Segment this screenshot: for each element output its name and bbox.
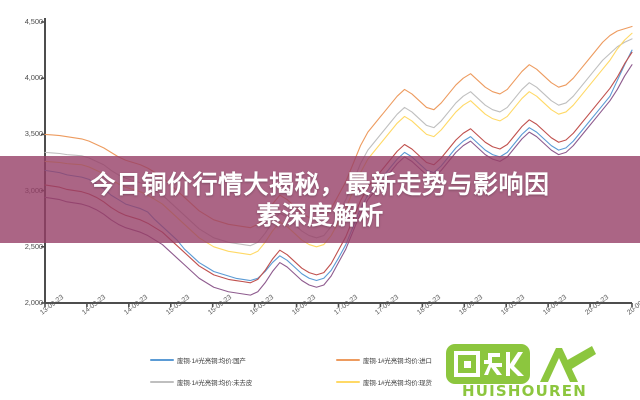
legend-label: 废铜·1#光亮铜:均价:国产	[177, 358, 246, 365]
legend-label: 废铜·1#光亮铜:均价:未去皮	[177, 380, 253, 387]
title-banner: 今日铜价行情大揭秘，最新走势与影响因 素深度解析	[0, 156, 640, 243]
recycle-logo-icon	[446, 344, 596, 384]
legend-item[interactable]: 废铜·1#光亮铜:均价:进口	[336, 352, 432, 368]
y-axis-tick-label: 2,500	[24, 241, 43, 251]
y-axis-tick-label: 2,000	[24, 298, 43, 307]
y-axis-tick-label: 3,500	[24, 129, 43, 139]
legend-label: 废铜·1#光亮铜:均价:进口	[363, 358, 432, 365]
y-axis-tick-label: 4,500	[24, 17, 43, 26]
y-axis-tick-label: 4,000	[24, 73, 43, 83]
banner-title-line-1: 今日铜价行情大揭秘，最新走势与影响因	[90, 169, 550, 199]
legend-color-swatch	[150, 381, 174, 383]
logo-wordmark: HUISHOUREN	[462, 382, 587, 400]
legend-color-swatch	[336, 381, 360, 383]
legend-item[interactable]: 废铜·1#光亮铜:均价:现货	[336, 374, 432, 390]
legend-color-swatch	[150, 359, 174, 361]
legend-color-swatch	[336, 359, 360, 361]
legend-item[interactable]: 废铜·1#光亮铜:均价:国产	[150, 352, 246, 368]
site-logo[interactable]: HUISHOUREN	[444, 342, 634, 400]
legend-label: 废铜·1#光亮铜:均价:现货	[363, 380, 432, 387]
legend-item[interactable]: 废铜·1#光亮铜:均价:未去皮	[150, 374, 252, 390]
chart-legend: 废铜·1#光亮铜:均价:国产 废铜·1#光亮铜:均价:进口 废铜·1#光亮铜:均价:…	[150, 352, 550, 398]
banner-title-line-2: 素深度解析	[256, 200, 384, 230]
